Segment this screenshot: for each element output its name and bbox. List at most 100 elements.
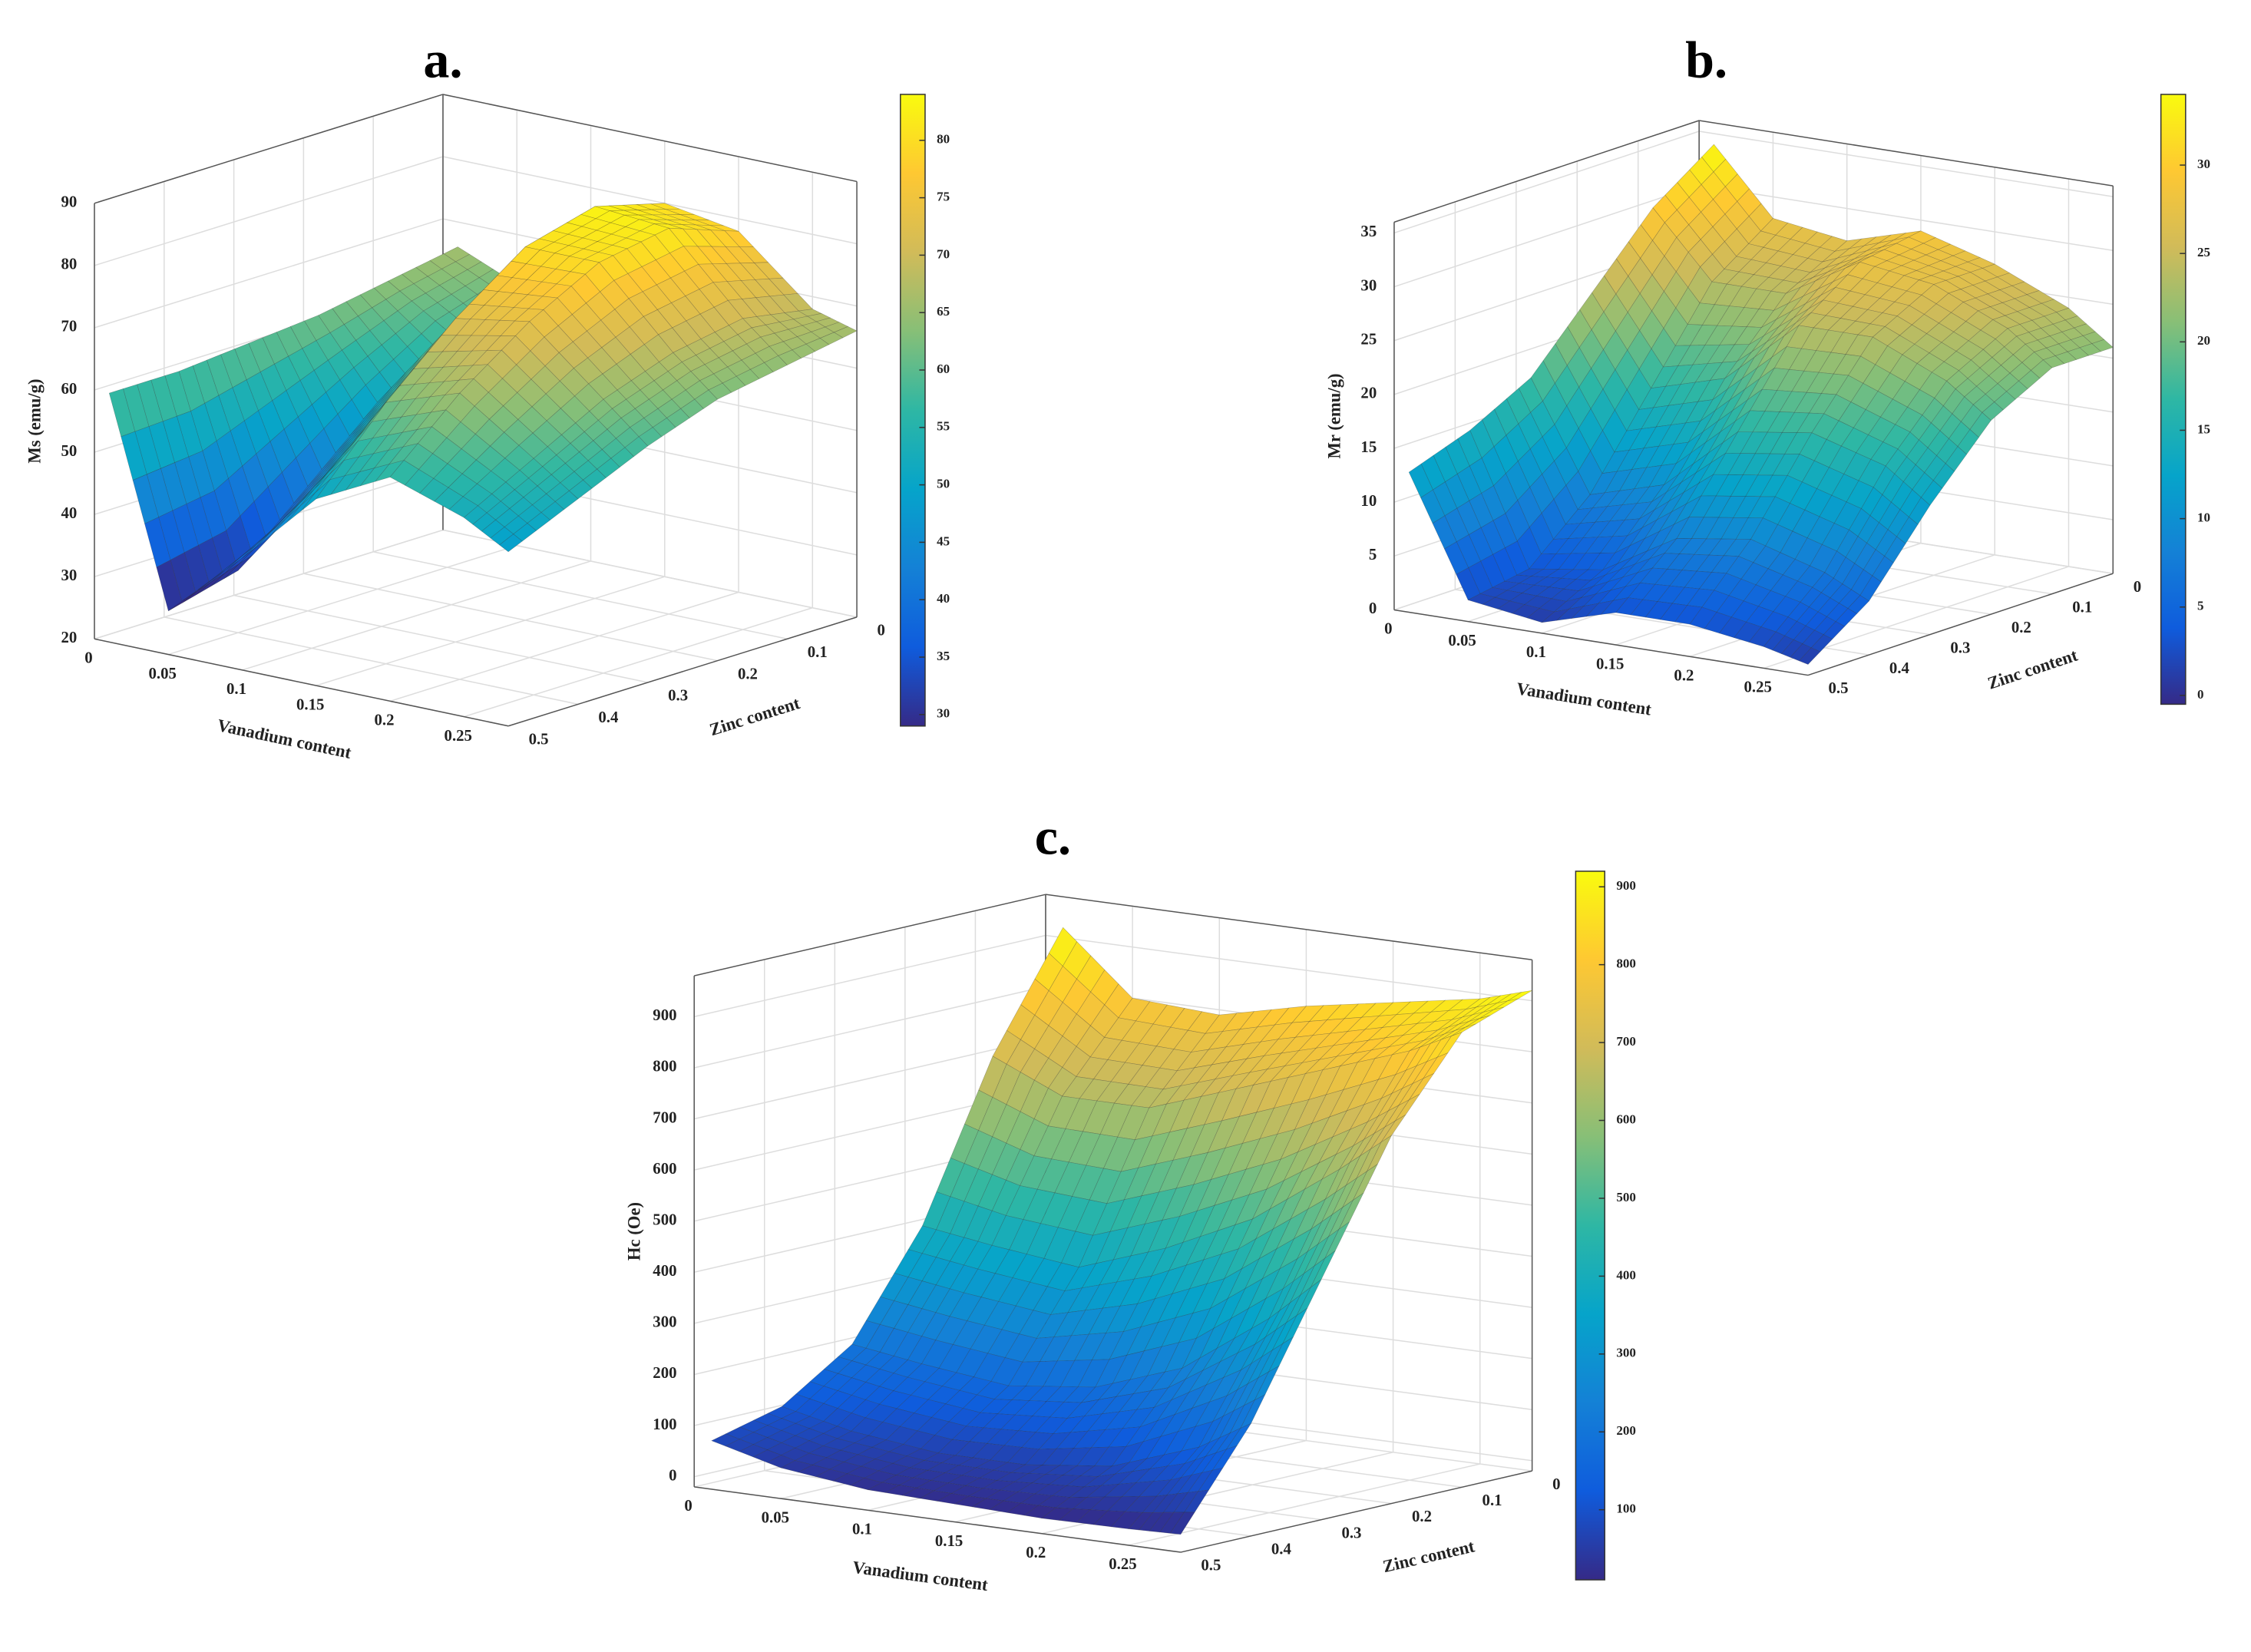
grid-line bbox=[1699, 184, 2114, 252]
colorbar-tick-label: 100 bbox=[1616, 1502, 1636, 1516]
y-tick-label: 0.4 bbox=[1889, 659, 1910, 677]
x-tick-label: 0.2 bbox=[1026, 1544, 1046, 1561]
x-tick-label: 0.1 bbox=[852, 1521, 872, 1538]
z-tick-label: 40 bbox=[61, 504, 78, 522]
x-tick-label: 0.15 bbox=[1596, 655, 1624, 672]
grid-line bbox=[303, 573, 718, 662]
surface-patch bbox=[499, 534, 523, 553]
grid-line bbox=[164, 616, 579, 705]
y-axis-label: Zinc content bbox=[1985, 645, 2081, 692]
colorbar-tick-label: 50 bbox=[937, 477, 950, 491]
grid-line bbox=[442, 156, 858, 245]
z-tick-label: 20 bbox=[1360, 385, 1377, 402]
z-tick-label: 800 bbox=[653, 1058, 676, 1075]
z-tick-label: 30 bbox=[61, 567, 78, 584]
y-tick-label: 0 bbox=[878, 622, 885, 639]
z-tick-label: 20 bbox=[61, 629, 78, 646]
grid-line bbox=[464, 607, 813, 718]
y-axis-label: Zinc content bbox=[1381, 1536, 1477, 1576]
grid-line bbox=[94, 218, 444, 329]
grid-line bbox=[94, 156, 444, 266]
chart-title: c. bbox=[1035, 808, 1071, 866]
x-tick-label: 0.25 bbox=[1109, 1555, 1136, 1573]
y-tick-label: 0.3 bbox=[1341, 1524, 1361, 1541]
x-tick-label: 0.05 bbox=[762, 1508, 789, 1526]
colorbar-tick-label: 5 bbox=[2197, 599, 2204, 613]
x-axis-label: Vanadium content bbox=[216, 715, 353, 762]
axis-edge bbox=[1180, 1470, 1532, 1553]
surface-chart: 0 100 200 300 400 500 600 700 800 900 0 0.05 0.1 0.15… bbox=[625, 808, 1636, 1594]
z-tick-label: 600 bbox=[653, 1160, 676, 1178]
z-tick-label: 500 bbox=[653, 1211, 676, 1228]
colorbar-tick-label: 400 bbox=[1616, 1267, 1636, 1282]
y-tick-label: 0.3 bbox=[668, 687, 688, 705]
grid-line bbox=[1699, 131, 2114, 197]
z-tick-label: 0 bbox=[1369, 600, 1377, 617]
grid-line bbox=[1393, 184, 1700, 288]
grid-line bbox=[94, 529, 444, 639]
z-tick-label: 900 bbox=[653, 1006, 676, 1024]
z-tick-label: 300 bbox=[653, 1313, 676, 1331]
axis-edge bbox=[1393, 609, 1809, 676]
x-tick-label: 0.25 bbox=[1744, 679, 1771, 696]
x-tick-label: 0 bbox=[684, 1497, 692, 1515]
axis-edge bbox=[694, 894, 1046, 976]
colorbar-tick-label: 200 bbox=[1616, 1423, 1636, 1438]
grid-line bbox=[694, 1036, 1046, 1120]
x-tick-label: 0.15 bbox=[935, 1532, 963, 1550]
grid-line bbox=[1393, 131, 1700, 234]
x-tick-label: 0.1 bbox=[226, 680, 246, 698]
colorbar-tick-label: 30 bbox=[2197, 157, 2210, 171]
y-axis-label: Zinc content bbox=[707, 693, 802, 739]
z-axis-label: Hc (Oe) bbox=[625, 1202, 644, 1260]
colorbar-tick-label: 80 bbox=[937, 132, 950, 147]
y-tick-label: 0.3 bbox=[1950, 639, 1970, 656]
z-tick-label: 700 bbox=[653, 1108, 676, 1126]
x-tick-label: 0 bbox=[1384, 620, 1392, 638]
colorbar bbox=[2160, 94, 2187, 705]
x-tick-label: 0.05 bbox=[149, 665, 177, 682]
colorbar-tick-label: 900 bbox=[1616, 878, 1636, 893]
x-axis-label: Vanadium content bbox=[1516, 679, 1654, 719]
grid-line bbox=[694, 986, 1046, 1069]
y-tick-label: 0.4 bbox=[598, 709, 619, 726]
x-tick-label: 0.2 bbox=[375, 712, 395, 729]
axis-edge bbox=[1045, 894, 1532, 961]
y-tick-label: 0.2 bbox=[2011, 619, 2031, 636]
z-tick-label: 60 bbox=[61, 380, 78, 398]
surface-chart: 0510152025303500.050.10.150.20.2500.10.2… bbox=[1324, 31, 2210, 719]
y-tick-label: 0.5 bbox=[1829, 679, 1849, 697]
y-tick-label: 0.1 bbox=[1482, 1492, 1502, 1509]
z-tick-label: 35 bbox=[1360, 223, 1377, 240]
grid-line bbox=[1128, 1463, 1480, 1546]
grid-line bbox=[389, 591, 739, 702]
z-axis-label: Ms (emu/g) bbox=[25, 378, 45, 463]
z-tick-label: 80 bbox=[61, 256, 78, 273]
z-tick-label: 25 bbox=[1360, 330, 1377, 348]
z-tick-label: 0 bbox=[669, 1466, 676, 1484]
colorbar-tick-label: 300 bbox=[1616, 1346, 1636, 1360]
z-tick-label: 5 bbox=[1369, 546, 1377, 563]
colorbar-tick-label: 35 bbox=[937, 649, 950, 663]
grid-line bbox=[242, 560, 591, 671]
surface-patch bbox=[1798, 647, 1821, 665]
axis-edge bbox=[507, 616, 858, 727]
chart-title: b. bbox=[1685, 31, 1727, 89]
axis-edge bbox=[1807, 573, 2114, 676]
z-tick-label: 200 bbox=[653, 1364, 676, 1382]
y-tick-label: 0.5 bbox=[1201, 1557, 1221, 1574]
x-tick-label: 0.15 bbox=[296, 695, 324, 713]
colorbar-tick-label: 75 bbox=[937, 189, 950, 203]
colorbar-tick-label: 55 bbox=[937, 419, 950, 434]
grid-line bbox=[316, 576, 666, 686]
grid-line bbox=[233, 594, 648, 683]
z-tick-label: 90 bbox=[61, 193, 78, 211]
z-tick-label: 70 bbox=[61, 318, 78, 335]
colorbar-tick-label: 800 bbox=[1616, 957, 1636, 971]
surface-patch bbox=[1169, 1512, 1195, 1535]
z-tick-label: 50 bbox=[61, 442, 78, 460]
grid-line bbox=[1045, 934, 1532, 1002]
surface-chart: 203040506070809000.050.10.150.20.2500.10… bbox=[25, 31, 950, 762]
x-tick-label: 0.1 bbox=[1526, 643, 1546, 661]
colorbar-tick-label: 45 bbox=[937, 534, 950, 548]
